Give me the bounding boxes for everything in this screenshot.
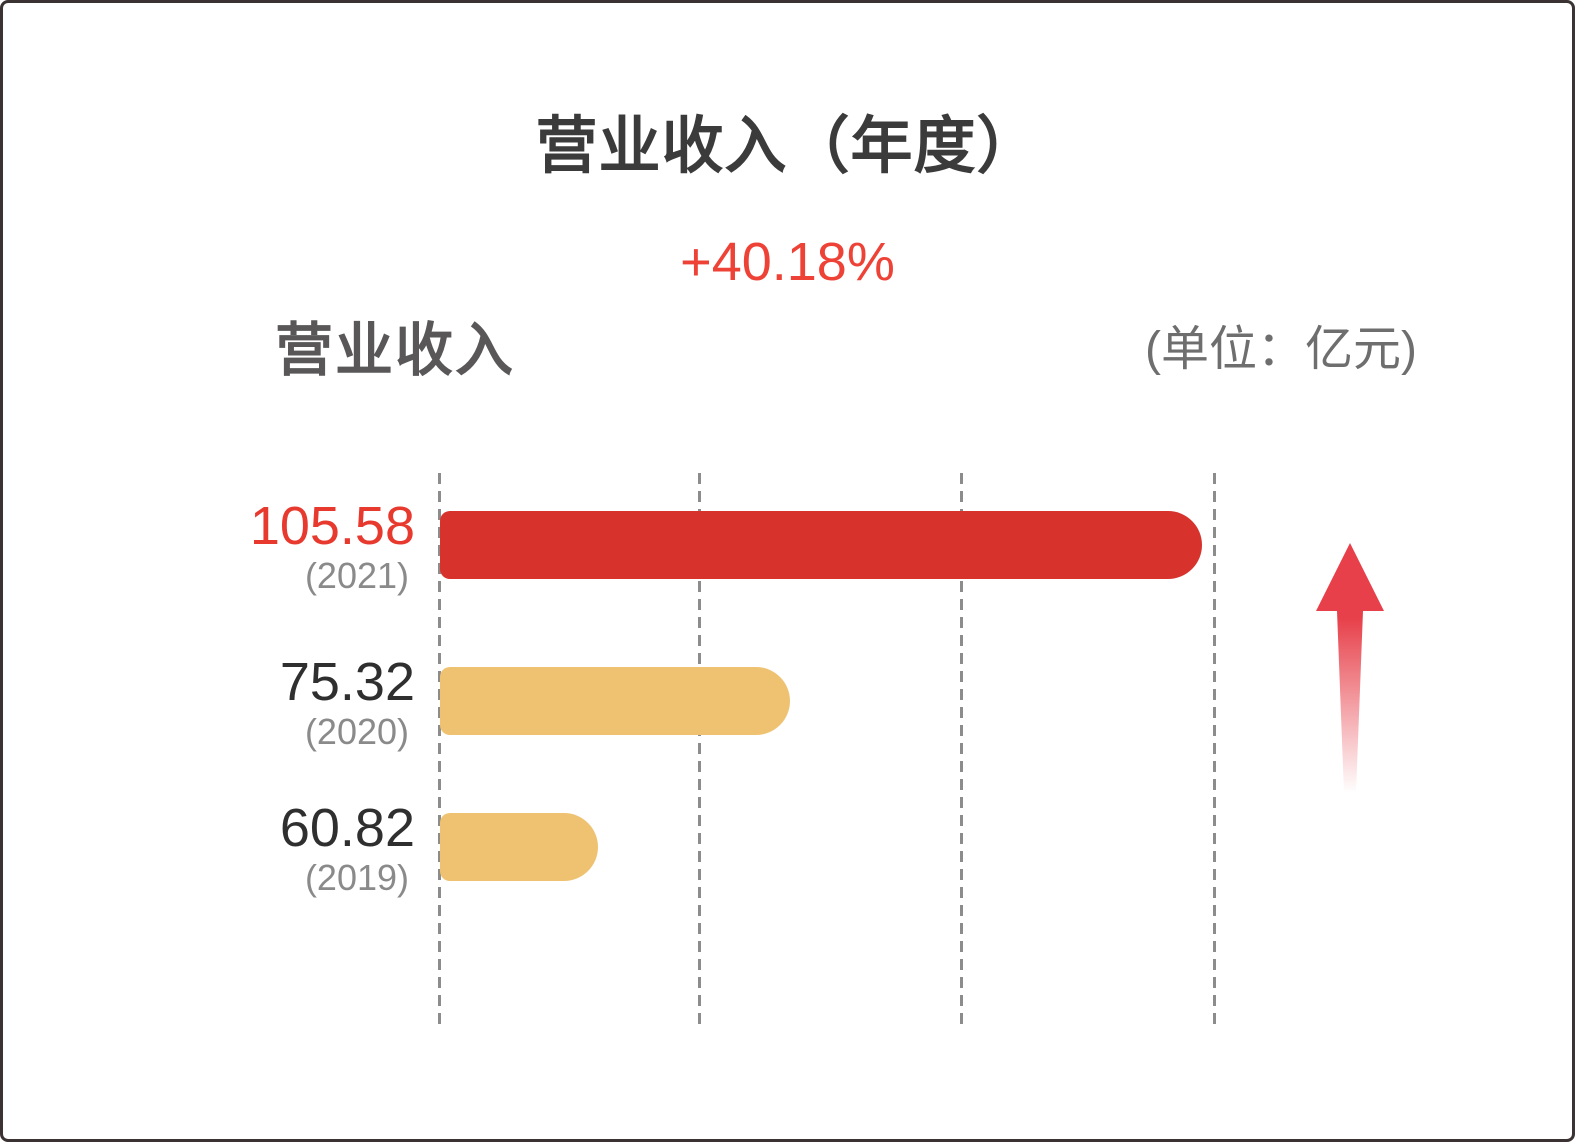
gridline — [1213, 473, 1216, 1025]
bar-value: 105.58 — [249, 496, 415, 556]
chart-subtitle: 营业收入 — [275, 318, 516, 383]
bar — [440, 667, 790, 735]
gridline — [438, 473, 441, 1025]
trend-up-arrow-icon — [1316, 543, 1384, 793]
bar-labels: 60.82 (2019) — [143, 799, 415, 899]
bar-year: (2019) — [304, 857, 409, 898]
bar-row-2020: 75.32 (2020) — [3, 653, 1572, 752]
gridline — [960, 473, 963, 1025]
bar-value: 75.32 — [279, 652, 415, 712]
bar-row-2019: 60.82 (2019) — [3, 799, 1572, 898]
bar — [440, 813, 598, 881]
page-title: 营业收入（年度） — [535, 112, 1040, 181]
bar-row-2021: 105.58 (2021) — [3, 497, 1572, 596]
gridline — [698, 473, 701, 1025]
growth-percentage: +40.18% — [680, 232, 895, 292]
bar-year: (2020) — [304, 711, 409, 752]
unit-label: (单位：亿元) — [1145, 323, 1417, 376]
bar-value: 60.82 — [279, 798, 415, 858]
bar-labels: 105.58 (2021) — [143, 497, 415, 597]
bar-year: (2021) — [304, 555, 409, 596]
bar — [440, 511, 1202, 579]
bar-labels: 75.32 (2020) — [143, 653, 415, 753]
